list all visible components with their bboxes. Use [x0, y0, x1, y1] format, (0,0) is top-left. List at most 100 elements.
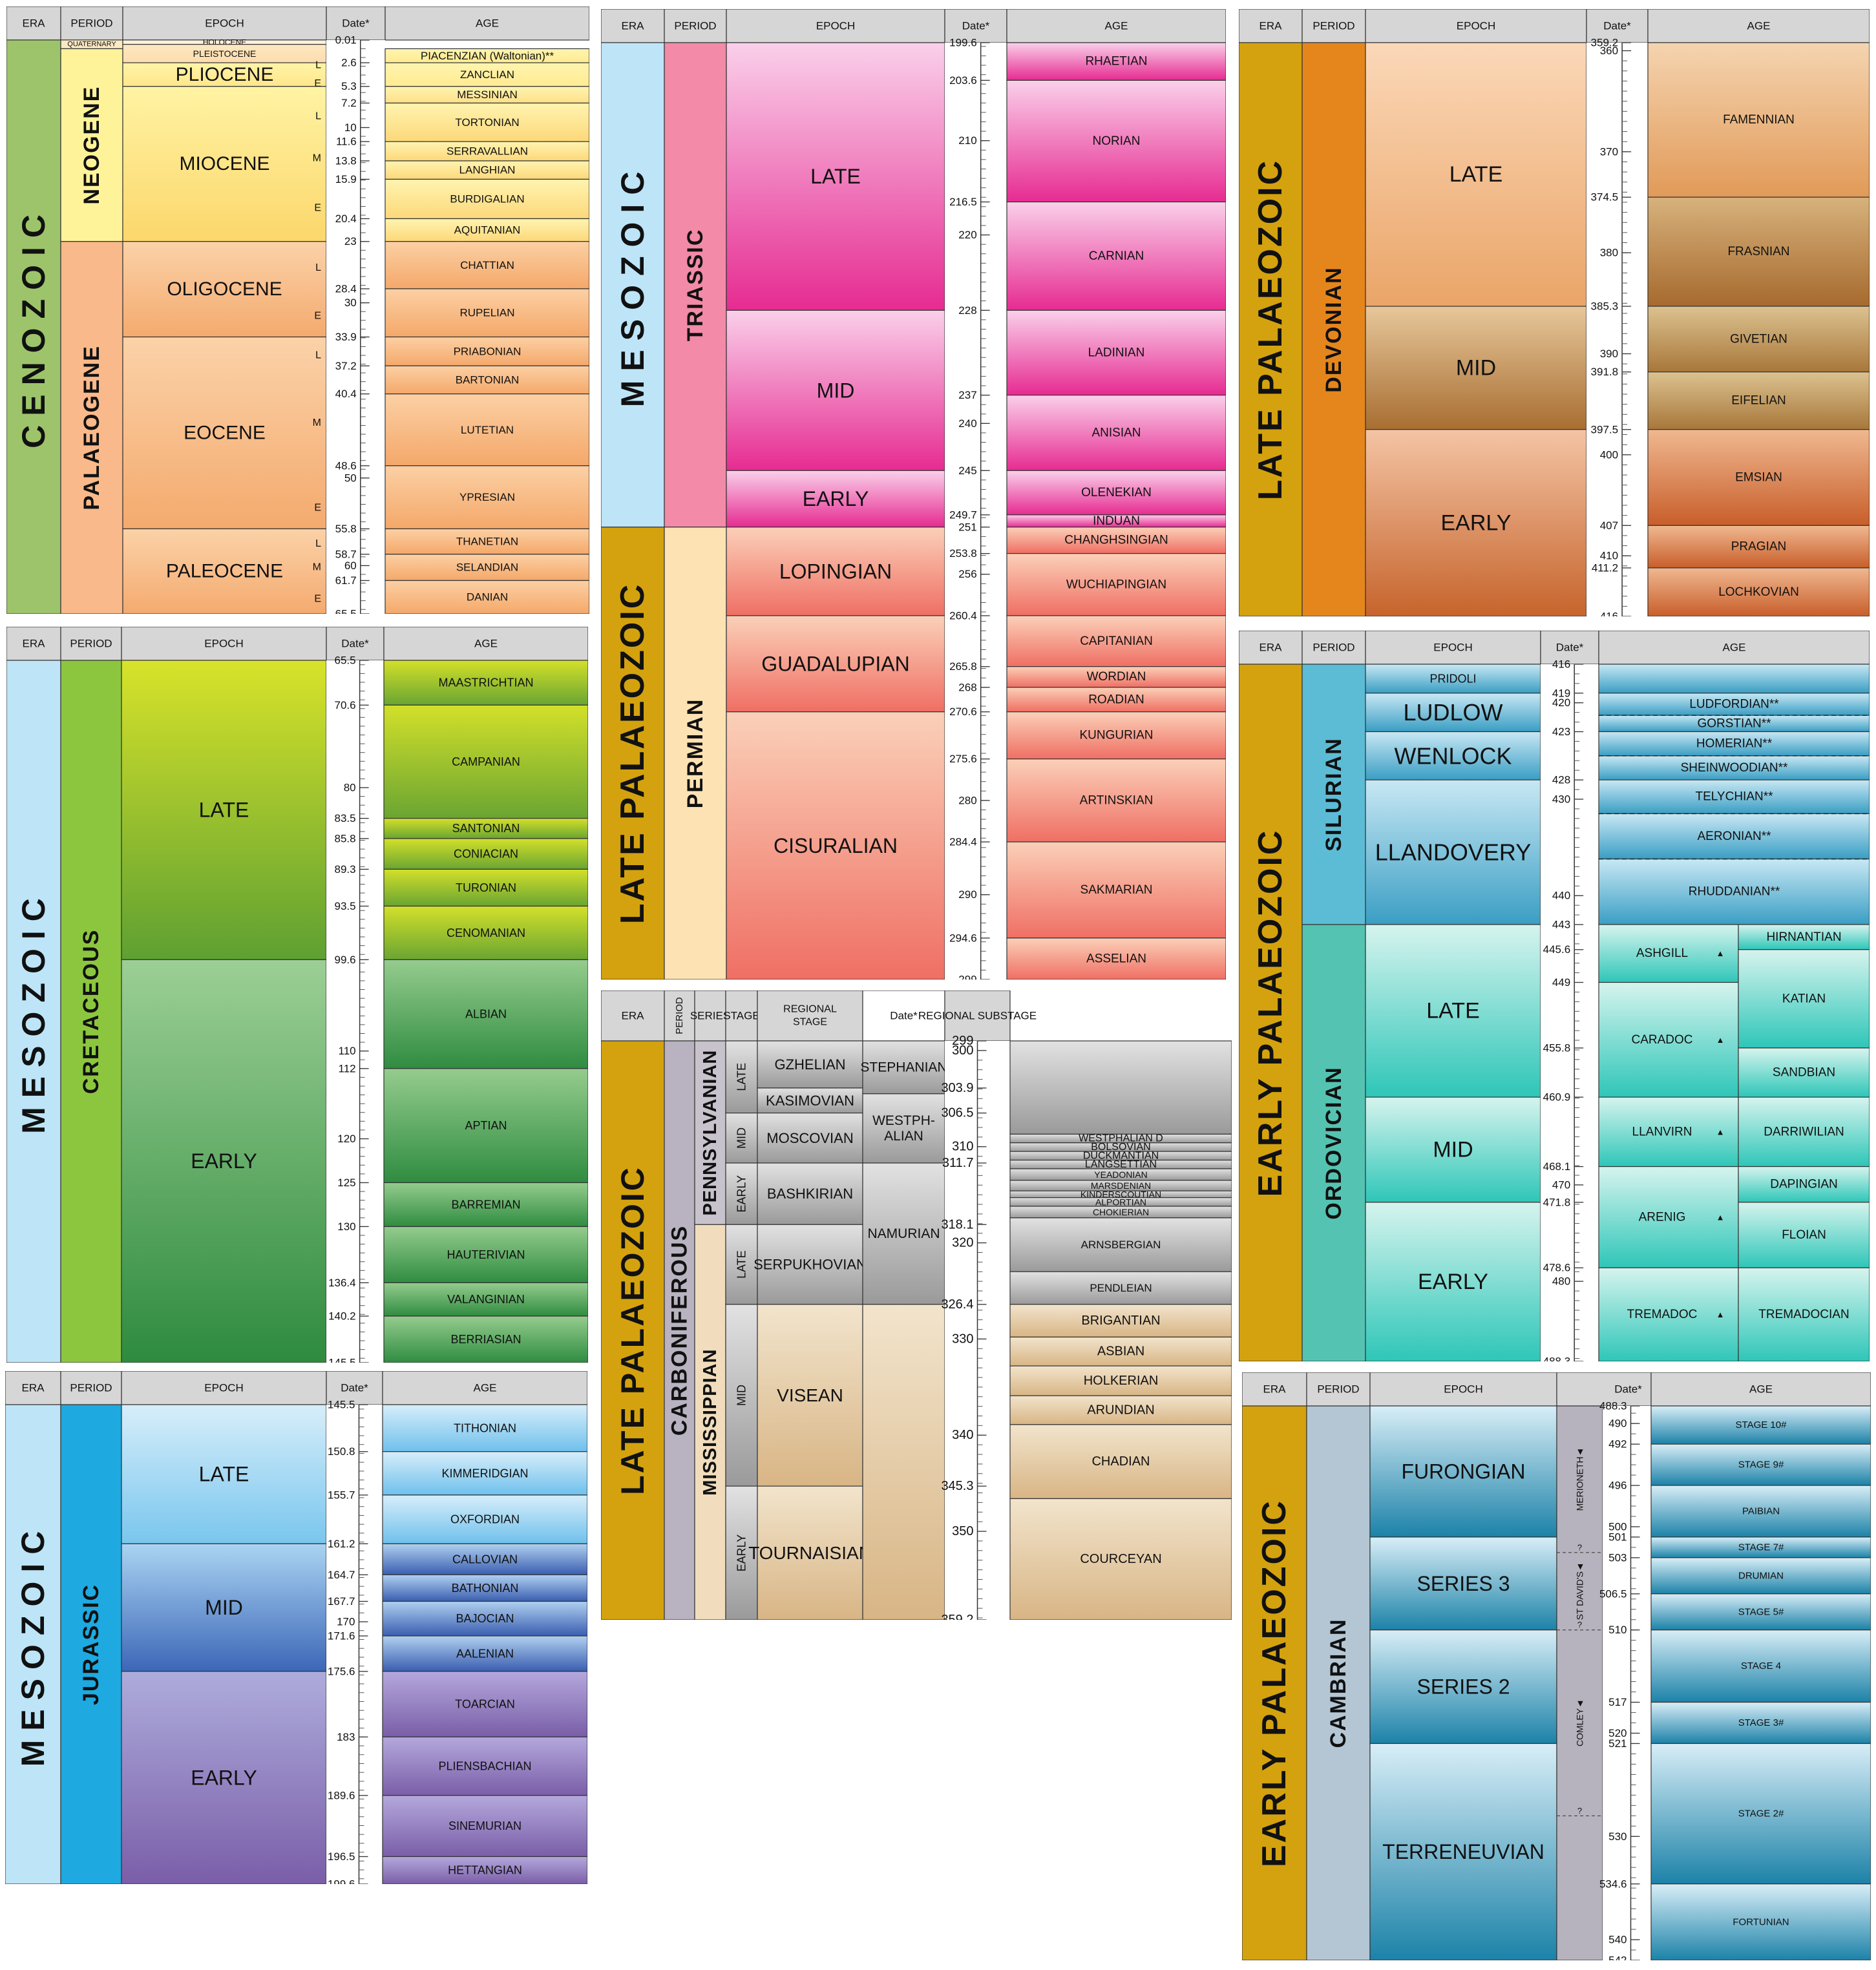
age-label: GORSTIAN**: [1697, 717, 1771, 730]
stage-kasimovian: [757, 1087, 863, 1114]
era-label: LATE PALAEOZOIC: [615, 1166, 651, 1495]
sub-epoch-label: M: [313, 562, 321, 573]
era-column-header-label: ERA: [23, 17, 46, 30]
age-column-header-label: AGE: [1749, 1383, 1773, 1396]
period-column-header-label: PERIOD: [1317, 1383, 1359, 1396]
stage-label: GZHELIAN: [774, 1056, 845, 1073]
date-label: 340: [952, 1428, 973, 1442]
era-label: EARLY PALAEOZOIC: [1252, 828, 1289, 1197]
date-label: 440: [1552, 890, 1570, 902]
epoch-label: EARLY: [1441, 510, 1512, 535]
age-pragian: [1647, 525, 1870, 569]
age-label: HOMERIAN**: [1696, 737, 1773, 751]
date-label: 265.8: [949, 660, 977, 673]
epoch-early: [121, 1671, 327, 1884]
date-column: [1586, 43, 1648, 616]
age-label: GIVETIAN: [1730, 332, 1787, 346]
date-label: 28.4: [335, 282, 357, 295]
date-label: 13.8: [335, 154, 357, 167]
jurassic-panel: ERA PERIOD EPOCH Date* AGE MESOZOIC JURASSIC LA…: [5, 1371, 587, 1884]
date-label: 196.5: [328, 1850, 355, 1863]
regional-substage-courceyan: [1009, 1498, 1232, 1620]
age-hettangian: [382, 1856, 587, 1884]
devonian-panel: ERA PERIOD EPOCH Date* AGE LATE PALAEOZOIC DEV…: [1239, 9, 1870, 616]
regional-substage-label: PENDLEIAN: [1090, 1282, 1152, 1294]
age-langhian: [385, 160, 589, 180]
stage-column-header-label: STAGE: [723, 1010, 759, 1022]
age-fortunian: [1650, 1883, 1871, 1960]
era-column-header-label: ERA: [22, 1382, 45, 1394]
age-carnian: [1006, 201, 1226, 311]
date-label: 350: [952, 1524, 973, 1538]
stage-column-header: [725, 990, 758, 1042]
epoch-label: WENLOCK: [1394, 742, 1512, 769]
ordovician-age-label: KATIAN: [1782, 992, 1826, 1005]
age-label: RHUDDANIAN**: [1689, 885, 1780, 899]
epoch-cisuralian: [726, 711, 945, 980]
age-column-header-label: AGE: [474, 638, 498, 650]
ordovician-series-llanvirn: [1598, 1096, 1739, 1168]
date-label: 380: [1600, 247, 1618, 259]
age-capitanian: [1006, 615, 1226, 667]
era-column-header-label: ERA: [1259, 642, 1283, 654]
series-triangle-marker: ▲: [1716, 1310, 1725, 1319]
era-late-palaeozoic: [601, 1040, 665, 1620]
date-label: 492: [1608, 1438, 1627, 1451]
age-label: TORTONIAN: [455, 116, 519, 129]
ordovician-age-label: SANDBIAN: [1773, 1066, 1835, 1080]
date-column-header-label: Date*: [1603, 20, 1631, 32]
epoch-pliocene: [122, 62, 327, 87]
epoch-label: EARLY: [1418, 1270, 1488, 1294]
date-label: 110: [339, 1045, 356, 1057]
date-label: 150.8: [328, 1445, 355, 1458]
age-albian: [383, 959, 588, 1069]
date-label: 167.7: [328, 1595, 355, 1608]
regional-substage-label: YEADONIAN: [1094, 1169, 1147, 1180]
date-column-header: [326, 1371, 383, 1405]
date-label: 311.7: [942, 1156, 974, 1170]
age-label: BARREMIAN: [451, 1198, 520, 1211]
age-sakmarian: [1006, 841, 1226, 939]
date-label: 430: [1552, 793, 1570, 805]
ordovician-series-label: TREMADOC: [1627, 1308, 1698, 1321]
date-label: 449: [1552, 976, 1570, 989]
subperiod-mississippian: [694, 1224, 726, 1620]
age-label: CARNIAN: [1089, 249, 1144, 263]
age-label: AQUITANIAN: [454, 224, 521, 236]
date-label: 203.6: [949, 74, 977, 87]
epoch-mid: [1365, 1096, 1541, 1203]
age-label: TOARCIAN: [455, 1698, 515, 1711]
stage-serpukhovian: [757, 1224, 863, 1305]
epoch-column-header-label: EPOCH: [205, 17, 244, 30]
age-column-header: [1598, 631, 1870, 665]
age-column-header-label: AGE: [474, 1382, 497, 1394]
stage-label: KASIMOVIAN: [766, 1093, 854, 1109]
age-kimmeridgian: [382, 1451, 587, 1496]
date-label: 284.4: [949, 836, 977, 848]
epoch-label: GUADALUPIAN: [761, 652, 909, 675]
date-label: 428: [1552, 774, 1570, 786]
age-label: WORDIAN: [1087, 670, 1146, 684]
epoch-mid: [726, 309, 945, 471]
age-maastrichtian: [383, 660, 588, 706]
period-column-header-label: PERIOD: [674, 997, 685, 1034]
sub-epoch-label: E: [314, 593, 321, 604]
age-zanclian: [385, 62, 589, 87]
date-column-header-label: Date*: [962, 20, 990, 32]
epoch-eocene: [122, 336, 327, 530]
date-label: 423: [1552, 726, 1570, 738]
age-label: CAPITANIAN: [1080, 634, 1153, 648]
sub-epoch-label: M: [313, 152, 321, 163]
age-coniacian: [383, 838, 588, 870]
period-column-header-label: PERIOD: [70, 638, 112, 650]
date-label: 15.9: [335, 173, 357, 185]
era-column-header-label: ERA: [1259, 20, 1283, 32]
regional-substage-arundian: [1009, 1395, 1232, 1425]
period-cretaceous: [60, 660, 122, 1363]
date-label: 199.6: [328, 1878, 355, 1885]
age-label: PRAGIAN: [1731, 540, 1787, 554]
date-label: 521: [1608, 1737, 1627, 1750]
sub-epoch-label: M: [313, 417, 321, 428]
period-jurassic: [60, 1404, 122, 1884]
epoch-early: [726, 470, 945, 528]
